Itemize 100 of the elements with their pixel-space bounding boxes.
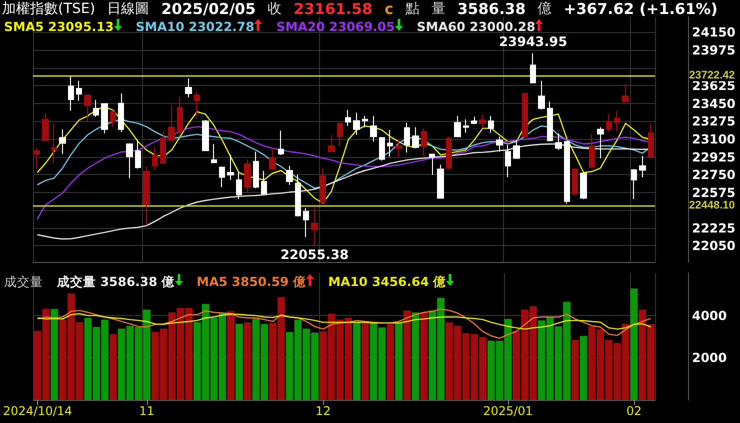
candlestick <box>110 110 116 128</box>
bar <box>109 334 117 400</box>
annotation: 2025/02/05 <box>161 0 256 18</box>
y-tick-label: 2000 <box>692 350 728 366</box>
candlestick <box>530 52 536 84</box>
candlestick <box>51 122 57 164</box>
candlestick <box>135 140 141 170</box>
bar <box>353 321 360 400</box>
candlestick <box>278 130 284 156</box>
candlestick <box>345 110 351 126</box>
chart-title: 加權指數(TSE) <box>2 0 96 18</box>
candlestick <box>211 143 217 164</box>
y-tick-label: 4000 <box>692 308 728 323</box>
bar <box>386 324 394 400</box>
bar <box>630 288 638 400</box>
bar <box>412 312 420 400</box>
candlestick <box>101 102 108 134</box>
candlestick <box>395 140 402 158</box>
candlestick <box>429 153 435 176</box>
candlestick <box>454 116 461 138</box>
candlestick <box>261 170 267 196</box>
x-tick-label: 2024/10/14 <box>2 404 72 418</box>
y-tick-label: 22225 <box>692 220 736 236</box>
candlestick <box>479 114 486 129</box>
text: SMA5 23095.13 <box>4 19 114 34</box>
ref-line-label: 23722.42 <box>689 70 735 82</box>
annotation: 22055.38 <box>280 248 349 264</box>
candlestick <box>463 118 469 134</box>
y-tick-label: 22750 <box>692 167 736 182</box>
candlestick <box>160 130 166 164</box>
candlestick <box>606 114 612 132</box>
x-tick-label: 11 <box>139 404 154 418</box>
candlestick <box>236 171 242 200</box>
candlestick <box>614 110 620 132</box>
candlestick <box>118 92 124 132</box>
candlestick <box>152 146 158 170</box>
text: 量 <box>431 0 446 18</box>
candlestick <box>631 168 637 200</box>
candlestick <box>564 140 570 204</box>
candlestick <box>597 126 604 159</box>
line-series <box>36 313 652 330</box>
candlestick <box>227 154 234 180</box>
annotation: 3586.38 <box>457 0 526 18</box>
bar <box>395 322 402 400</box>
candlestick <box>538 80 545 110</box>
candlestick <box>84 94 91 122</box>
candlestick <box>320 168 326 204</box>
candlestick <box>143 166 150 226</box>
candlestick <box>59 128 66 154</box>
line-series <box>36 308 652 339</box>
chart-title: 成交量 <box>4 274 43 291</box>
y-tick-label: 23975 <box>692 42 736 58</box>
candlestick <box>76 80 82 102</box>
y-tick-label: 24150 <box>692 24 736 40</box>
text: SMA10 23022.78 <box>136 19 254 34</box>
candlestick <box>202 119 209 152</box>
candlestick <box>295 174 301 217</box>
candlestick <box>269 146 276 170</box>
y-tick-label: 22925 <box>692 149 736 164</box>
bar <box>244 322 252 400</box>
series-label: MA5 3850.59 億 <box>196 274 306 291</box>
text: SMA60 23000.28 <box>416 19 536 34</box>
annotation: 23943.95 <box>498 35 568 50</box>
annotation: +367.62 (+1.61%) <box>564 0 718 18</box>
candlestick <box>513 140 520 160</box>
candlestick <box>286 165 293 186</box>
candlestick <box>177 96 183 138</box>
series-label: 成交量 3586.38 億 <box>57 274 175 291</box>
text: SMA20 23069.05 <box>276 19 395 34</box>
chart-subtitle: 日線圖 <box>107 0 150 18</box>
x-tick-label: 2025/01 <box>483 404 533 418</box>
candlestick <box>555 132 562 150</box>
candlestick <box>387 129 393 158</box>
candlestick <box>42 112 49 142</box>
y-tick-label: 23275 <box>692 114 736 129</box>
candlestick <box>68 76 74 112</box>
candlestick <box>244 158 251 192</box>
bar <box>572 340 579 400</box>
candlestick <box>622 84 629 103</box>
candlestick <box>185 78 192 98</box>
candlestick <box>421 128 427 156</box>
y-tick-label: 22050 <box>692 238 736 254</box>
y-tick-label: 23100 <box>692 131 736 146</box>
candlestick <box>446 136 452 170</box>
x-tick-label: 02 <box>626 404 642 418</box>
candlestick <box>126 142 133 179</box>
candlestick <box>379 136 385 162</box>
candlestick <box>353 112 360 136</box>
candlestick <box>194 91 200 118</box>
annotation: c <box>384 0 394 18</box>
candlestick <box>93 100 99 118</box>
bar <box>403 310 411 400</box>
candlestick <box>547 101 553 142</box>
candlestick <box>370 116 377 142</box>
candlestick <box>648 124 654 158</box>
x-tick-label: 12 <box>316 404 331 418</box>
candlestick <box>639 155 646 178</box>
bar <box>580 336 588 400</box>
candlestick <box>522 92 528 138</box>
bar <box>50 308 58 400</box>
